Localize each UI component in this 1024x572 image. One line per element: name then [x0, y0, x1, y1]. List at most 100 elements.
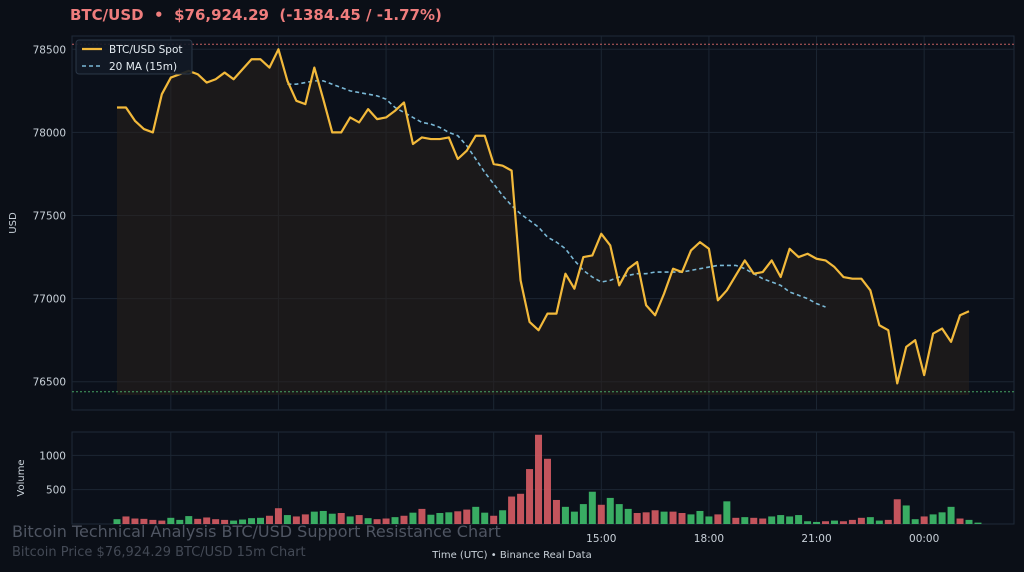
volume-bar [857, 517, 865, 524]
volume-bar [920, 516, 928, 524]
volume-bar [597, 504, 605, 524]
x-tick-label: 21:00 [801, 533, 831, 545]
x-tick-label: 18:00 [694, 533, 724, 545]
x-axis-caption: Time (UTC) • Binance Real Data [432, 550, 592, 561]
volume-bar [283, 515, 291, 524]
price-y-axis-label: USD [8, 212, 19, 234]
volume-bar [866, 517, 874, 524]
volume-bar [777, 515, 785, 524]
volume-bar [481, 512, 489, 524]
volume-bar [239, 519, 247, 524]
volume-bar [400, 515, 408, 524]
volume-bar [830, 520, 838, 524]
change-label: (-1384.45 / -1.77%) [268, 6, 442, 24]
watermark-title: Bitcoin Technical Analysis BTC/USD Suppo… [12, 522, 501, 541]
volume-bar [454, 511, 462, 524]
volume-bar [203, 517, 211, 524]
volume-bar [149, 519, 157, 524]
volume-bar [274, 508, 282, 524]
volume-bar [669, 511, 677, 524]
volume-bar [705, 516, 713, 524]
volume-bar [418, 508, 426, 524]
volume-bar [929, 514, 937, 524]
volume-bar [212, 519, 220, 524]
volume-bar [122, 516, 130, 524]
volume-bar [310, 511, 318, 524]
volume-bar [517, 493, 525, 524]
volume-bar [463, 509, 471, 524]
volume-bar [292, 516, 300, 524]
volume-bar [543, 458, 551, 524]
volume-bar [741, 517, 749, 524]
volume-bar [902, 505, 910, 524]
volume-bar [319, 510, 327, 524]
volume-bar [911, 519, 919, 524]
volume-bar [714, 514, 722, 524]
volume-bar [113, 519, 121, 524]
x-tick-label: 15:00 [586, 533, 616, 545]
volume-bar [848, 519, 856, 524]
volume-bar [140, 518, 148, 524]
volume-bar [651, 510, 659, 524]
volume-panel [71, 431, 1015, 525]
volume-bar [194, 518, 202, 524]
volume-bar [965, 519, 973, 524]
volume-bar [248, 518, 256, 524]
volume-bar [615, 504, 623, 524]
volume-bar [795, 515, 803, 524]
volume-bar [427, 514, 435, 524]
volume-bar [687, 514, 695, 524]
legend-label-ma: 20 MA (15m) [109, 61, 177, 73]
volume-bar [221, 519, 229, 524]
x-tick-label: 00:00 [909, 533, 939, 545]
volume-bar [499, 510, 507, 524]
volume-bar [660, 511, 668, 524]
volume-bar [732, 517, 740, 524]
volume-bar [131, 518, 139, 524]
volume-bar [436, 513, 444, 524]
volume-bar [445, 512, 453, 524]
volume-bar [490, 515, 498, 524]
legend-box [75, 39, 193, 75]
volume-y-tick-label: 1000 [39, 450, 66, 462]
volume-bar [230, 520, 238, 524]
watermark-subtitle: Bitcoin Price $76,924.29 BTC/USD 15m Cha… [12, 545, 306, 560]
volume-bar [768, 516, 776, 524]
price-area-fill [117, 49, 969, 396]
volume-bar [624, 508, 632, 524]
volume-bar [579, 504, 587, 524]
price-series-line [117, 48, 970, 385]
volume-bar [185, 516, 193, 524]
volume-bar [678, 513, 686, 524]
volume-bar [750, 517, 758, 524]
volume-bar [813, 521, 821, 524]
volume-bar [364, 518, 372, 524]
price-y-tick-label: 76500 [33, 377, 66, 389]
volume-bar [337, 513, 345, 524]
price-y-tick-label: 77000 [33, 294, 66, 306]
volume-bar [391, 517, 399, 524]
volume-bar [301, 514, 309, 524]
volume-bar [257, 517, 264, 524]
volume-bar [561, 506, 569, 524]
volume-bar [974, 522, 982, 524]
volume-bar [176, 519, 184, 524]
volume-bar [938, 512, 946, 524]
volume-bar [535, 434, 543, 524]
symbol-label: BTC/USD [70, 6, 144, 24]
volume-bar [723, 501, 731, 524]
volume-bar [839, 521, 847, 524]
volume-bar [409, 512, 417, 524]
volume-bar [588, 491, 596, 524]
ma-series-line [287, 80, 826, 308]
volume-bar [822, 521, 830, 524]
volume-bar [382, 518, 390, 524]
volume-bar [642, 512, 650, 524]
volume-bar [167, 517, 175, 524]
volume-bar [265, 515, 273, 524]
volume-bar [786, 516, 794, 524]
volume-bar [956, 518, 964, 524]
volume-bar [884, 519, 892, 524]
volume-y-axis-label: Volume [16, 459, 27, 496]
